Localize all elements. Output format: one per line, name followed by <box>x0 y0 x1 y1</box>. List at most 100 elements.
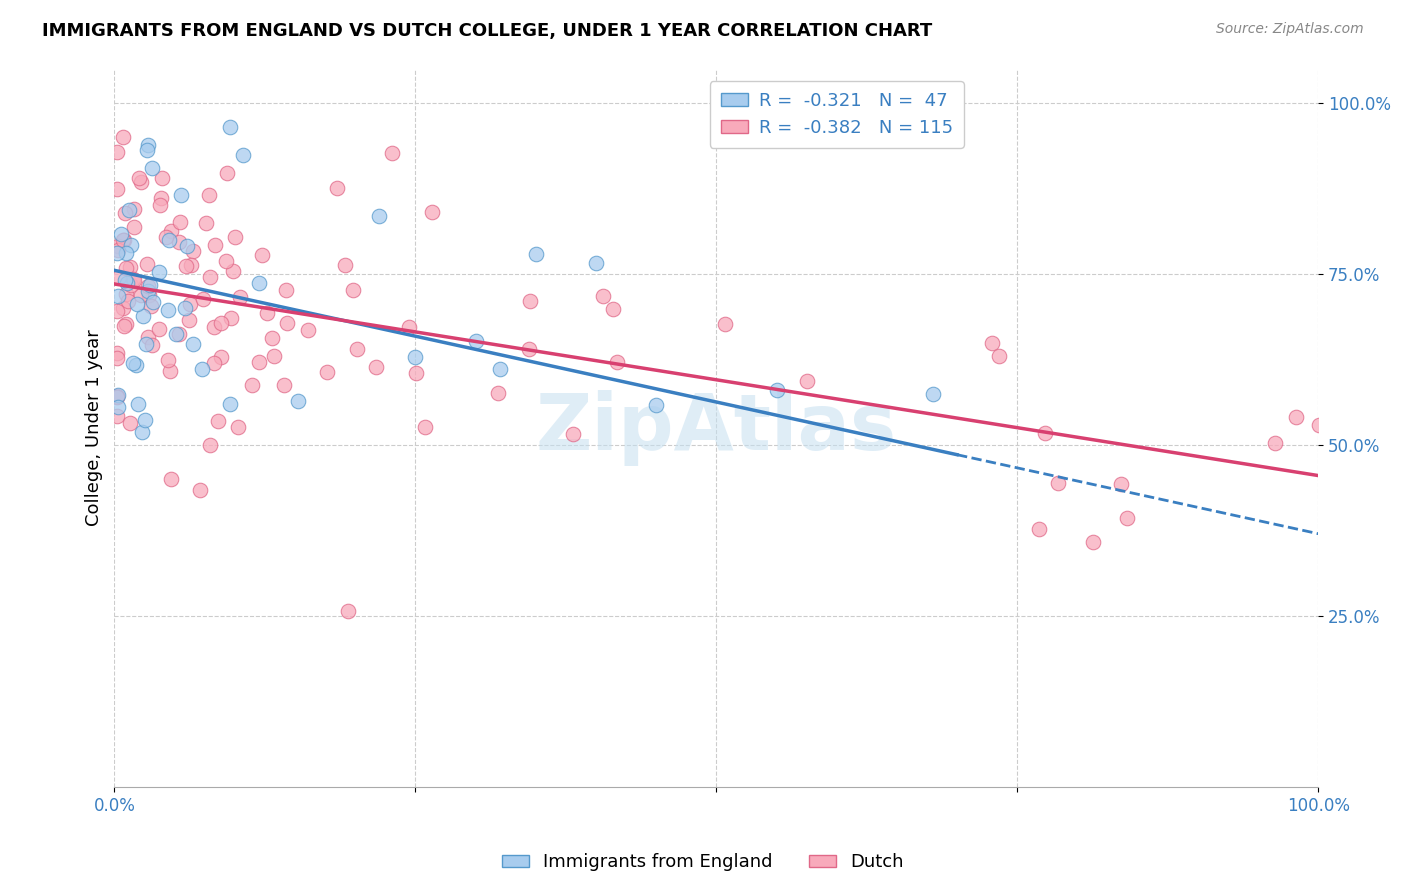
Point <box>152 170 174 185</box>
Point <box>987 349 1010 363</box>
Point <box>179 296 201 310</box>
Point <box>135 337 157 351</box>
Point <box>179 313 201 327</box>
Point <box>107 400 129 414</box>
Point <box>364 359 387 374</box>
Point <box>169 215 191 229</box>
Point <box>170 188 193 202</box>
Point <box>138 288 160 302</box>
Point <box>260 331 283 345</box>
Point <box>1033 425 1056 440</box>
Point <box>326 180 349 194</box>
Point <box>122 273 145 287</box>
Point <box>256 306 278 320</box>
Text: Source: ZipAtlas.com: Source: ZipAtlas.com <box>1216 22 1364 37</box>
Point <box>122 272 145 286</box>
Point <box>149 198 172 212</box>
Point <box>398 319 420 334</box>
Point <box>131 288 153 302</box>
Point <box>112 233 135 247</box>
Point <box>141 299 163 313</box>
Legend: R =  -0.321   N =  47, R =  -0.382   N = 115: R = -0.321 N = 47, R = -0.382 N = 115 <box>710 81 963 148</box>
Point <box>405 366 427 380</box>
Point <box>191 361 214 376</box>
Point <box>136 330 159 344</box>
Point <box>1264 436 1286 450</box>
Point <box>181 337 204 351</box>
Point <box>1109 476 1132 491</box>
Point <box>125 297 148 311</box>
Point <box>1028 522 1050 536</box>
Point <box>276 316 298 330</box>
Point <box>464 334 486 348</box>
Point <box>207 414 229 428</box>
Point <box>200 270 222 285</box>
Point <box>562 427 585 442</box>
Point <box>114 260 136 275</box>
Point <box>139 278 162 293</box>
Point <box>107 239 129 253</box>
Point <box>517 342 540 356</box>
Point <box>148 322 170 336</box>
Point <box>585 255 607 269</box>
Point <box>404 351 426 365</box>
Point <box>159 364 181 378</box>
Point <box>181 244 204 258</box>
Point <box>224 230 246 244</box>
Point <box>114 318 136 332</box>
Point <box>157 352 180 367</box>
Point <box>176 239 198 253</box>
Point <box>222 264 245 278</box>
Point <box>129 176 152 190</box>
Text: ZipAtlas: ZipAtlas <box>536 390 897 466</box>
Point <box>112 233 135 247</box>
Point <box>141 161 163 176</box>
Point <box>980 336 1002 351</box>
Point <box>922 387 945 401</box>
Point <box>215 254 238 268</box>
Point <box>202 319 225 334</box>
Point <box>714 317 737 331</box>
Point <box>228 419 250 434</box>
Point <box>195 216 218 230</box>
Point <box>368 209 391 223</box>
Point <box>606 354 628 368</box>
Point <box>136 279 159 293</box>
Point <box>198 188 221 202</box>
Text: IMMIGRANTS FROM ENGLAND VS DUTCH COLLEGE, UNDER 1 YEAR CORRELATION CHART: IMMIGRANTS FROM ENGLAND VS DUTCH COLLEGE… <box>42 22 932 40</box>
Point <box>157 233 180 247</box>
Point <box>107 244 129 258</box>
Point <box>136 284 159 298</box>
Point <box>174 301 197 316</box>
Point <box>118 260 141 274</box>
Point <box>274 283 297 297</box>
Point <box>174 260 197 274</box>
Point <box>193 292 215 306</box>
Point <box>105 389 128 403</box>
Point <box>105 409 128 423</box>
Point <box>335 258 357 272</box>
Point <box>167 327 190 342</box>
Point <box>135 143 157 157</box>
Point <box>1116 510 1139 524</box>
Point <box>118 203 141 218</box>
Point <box>240 377 263 392</box>
Point <box>1047 476 1070 491</box>
Point <box>115 245 138 260</box>
Point <box>114 273 136 287</box>
Point <box>420 205 443 219</box>
Point <box>297 323 319 337</box>
Point <box>209 351 232 365</box>
Point <box>250 248 273 262</box>
Point <box>247 276 270 290</box>
Point <box>136 137 159 152</box>
Point <box>488 362 510 376</box>
Point <box>134 413 156 427</box>
Point <box>128 171 150 186</box>
Point <box>190 483 212 497</box>
Point <box>107 269 129 284</box>
Point <box>155 230 177 244</box>
Point <box>107 289 129 303</box>
Point <box>221 310 243 325</box>
Point <box>107 388 129 402</box>
